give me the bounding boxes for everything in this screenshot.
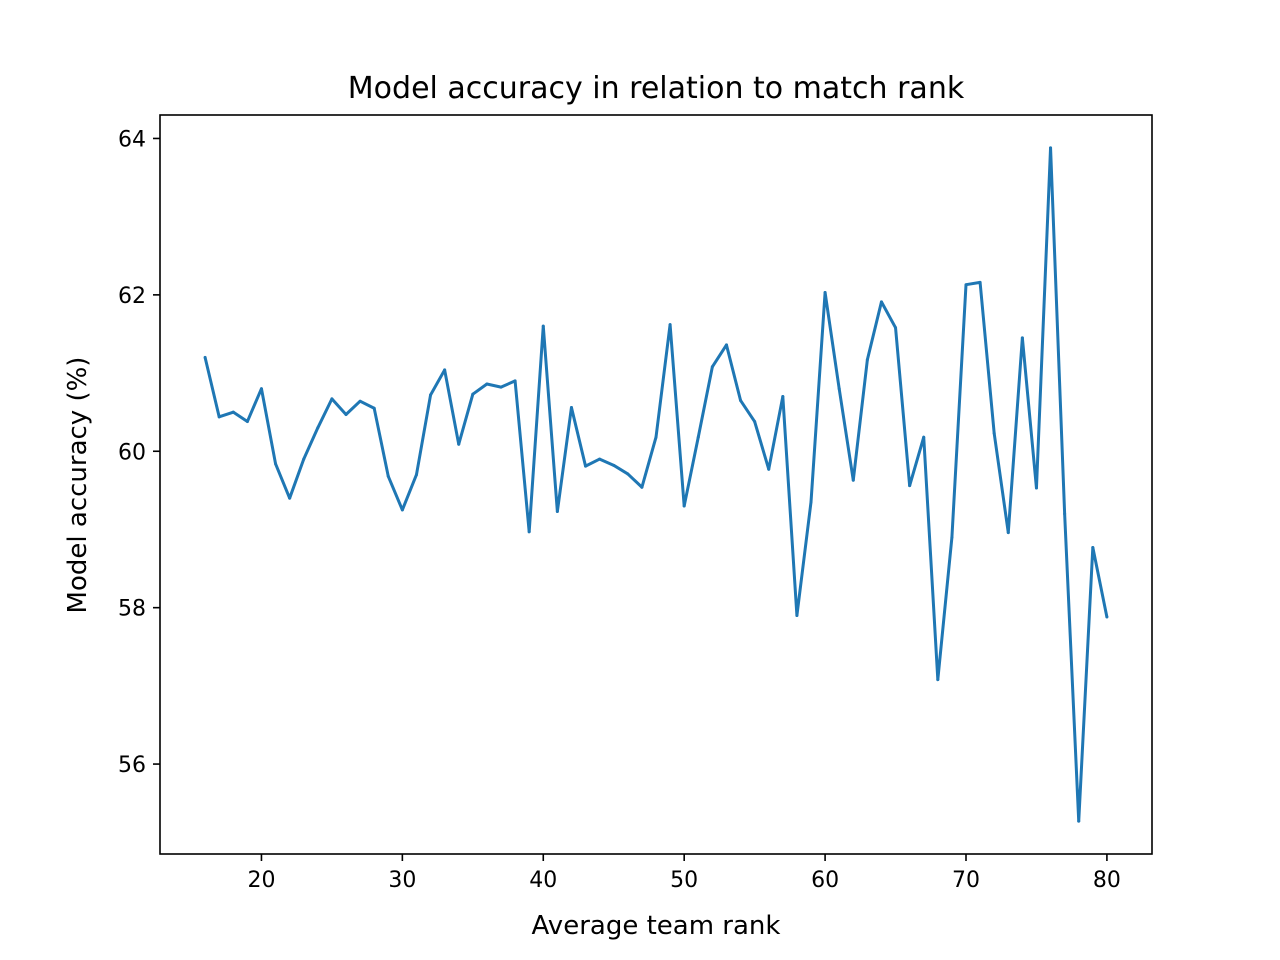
data-point — [696, 435, 700, 439]
data-point — [1105, 615, 1109, 619]
x-axis-label: Average team rank — [532, 911, 781, 941]
data-point — [739, 398, 743, 402]
data-point — [767, 467, 771, 471]
data-point — [217, 415, 221, 419]
data-point — [1020, 336, 1024, 340]
data-point — [569, 405, 573, 409]
data-point — [288, 496, 292, 500]
data-point — [429, 393, 433, 397]
data-point — [809, 500, 813, 504]
x-tick-label: 80 — [1093, 868, 1121, 893]
data-point — [922, 435, 926, 439]
data-point — [964, 283, 968, 287]
data-point — [1077, 819, 1081, 823]
data-point — [274, 462, 278, 466]
data-point — [555, 509, 559, 513]
data-point — [541, 324, 545, 328]
data-point — [710, 365, 714, 369]
y-axis-label: Model accuracy (%) — [63, 357, 93, 614]
data-point — [879, 300, 883, 304]
x-tick-label: 70 — [952, 868, 980, 893]
data-point — [330, 397, 334, 401]
x-tick-label: 40 — [529, 868, 557, 893]
data-point — [894, 326, 898, 330]
data-point — [823, 291, 827, 295]
x-tick-label: 30 — [388, 868, 416, 893]
data-point — [485, 382, 489, 386]
data-point — [865, 358, 869, 362]
data-point — [344, 413, 348, 417]
data-point — [584, 464, 588, 468]
data-point — [668, 323, 672, 327]
data-point — [372, 406, 376, 410]
data-point — [992, 431, 996, 435]
data-point — [781, 395, 785, 399]
y-tick-label: 56 — [118, 753, 146, 778]
data-point — [414, 473, 418, 477]
data-point — [936, 678, 940, 682]
y-tick-label: 58 — [118, 597, 146, 622]
data-point — [682, 504, 686, 508]
points-layer — [203, 146, 1109, 823]
y-tick-label: 60 — [118, 440, 146, 465]
data-point — [851, 478, 855, 482]
data-point — [245, 420, 249, 424]
data-point — [978, 280, 982, 284]
data-point — [640, 485, 644, 489]
data-point — [499, 385, 503, 389]
data-point — [795, 613, 799, 617]
data-point — [598, 457, 602, 461]
data-point — [231, 410, 235, 414]
data-point — [626, 472, 630, 476]
data-point — [358, 399, 362, 403]
chart-title: Model accuracy in relation to match rank — [348, 71, 965, 106]
data-point — [950, 535, 954, 539]
data-point — [1006, 531, 1010, 535]
data-point — [753, 420, 757, 424]
data-point — [724, 343, 728, 347]
x-tick-label: 60 — [811, 868, 839, 893]
data-point — [316, 426, 320, 430]
x-tick-label: 20 — [247, 868, 275, 893]
data-point — [400, 508, 404, 512]
y-tick-label: 64 — [118, 127, 146, 152]
data-point — [513, 379, 517, 383]
data-point — [527, 530, 531, 534]
data-point — [302, 457, 306, 461]
data-point — [1063, 512, 1067, 516]
data-point — [1049, 146, 1053, 150]
data-point — [908, 484, 912, 488]
data-point — [443, 368, 447, 372]
data-point — [203, 355, 207, 359]
data-point — [457, 442, 461, 446]
data-point — [837, 387, 841, 391]
ticks-layer: 20 30 40 50 60 70 80 56 58 60 62 64 — [118, 127, 1121, 893]
data-point — [259, 387, 263, 391]
data-point — [612, 463, 616, 467]
x-tick-label: 50 — [670, 868, 698, 893]
data-point — [386, 474, 390, 478]
data-point — [1034, 486, 1038, 490]
plot-frame — [159, 114, 1153, 855]
data-point — [471, 392, 475, 396]
y-tick-label: 62 — [118, 284, 146, 309]
data-point — [1091, 545, 1095, 549]
data-point — [654, 435, 658, 439]
